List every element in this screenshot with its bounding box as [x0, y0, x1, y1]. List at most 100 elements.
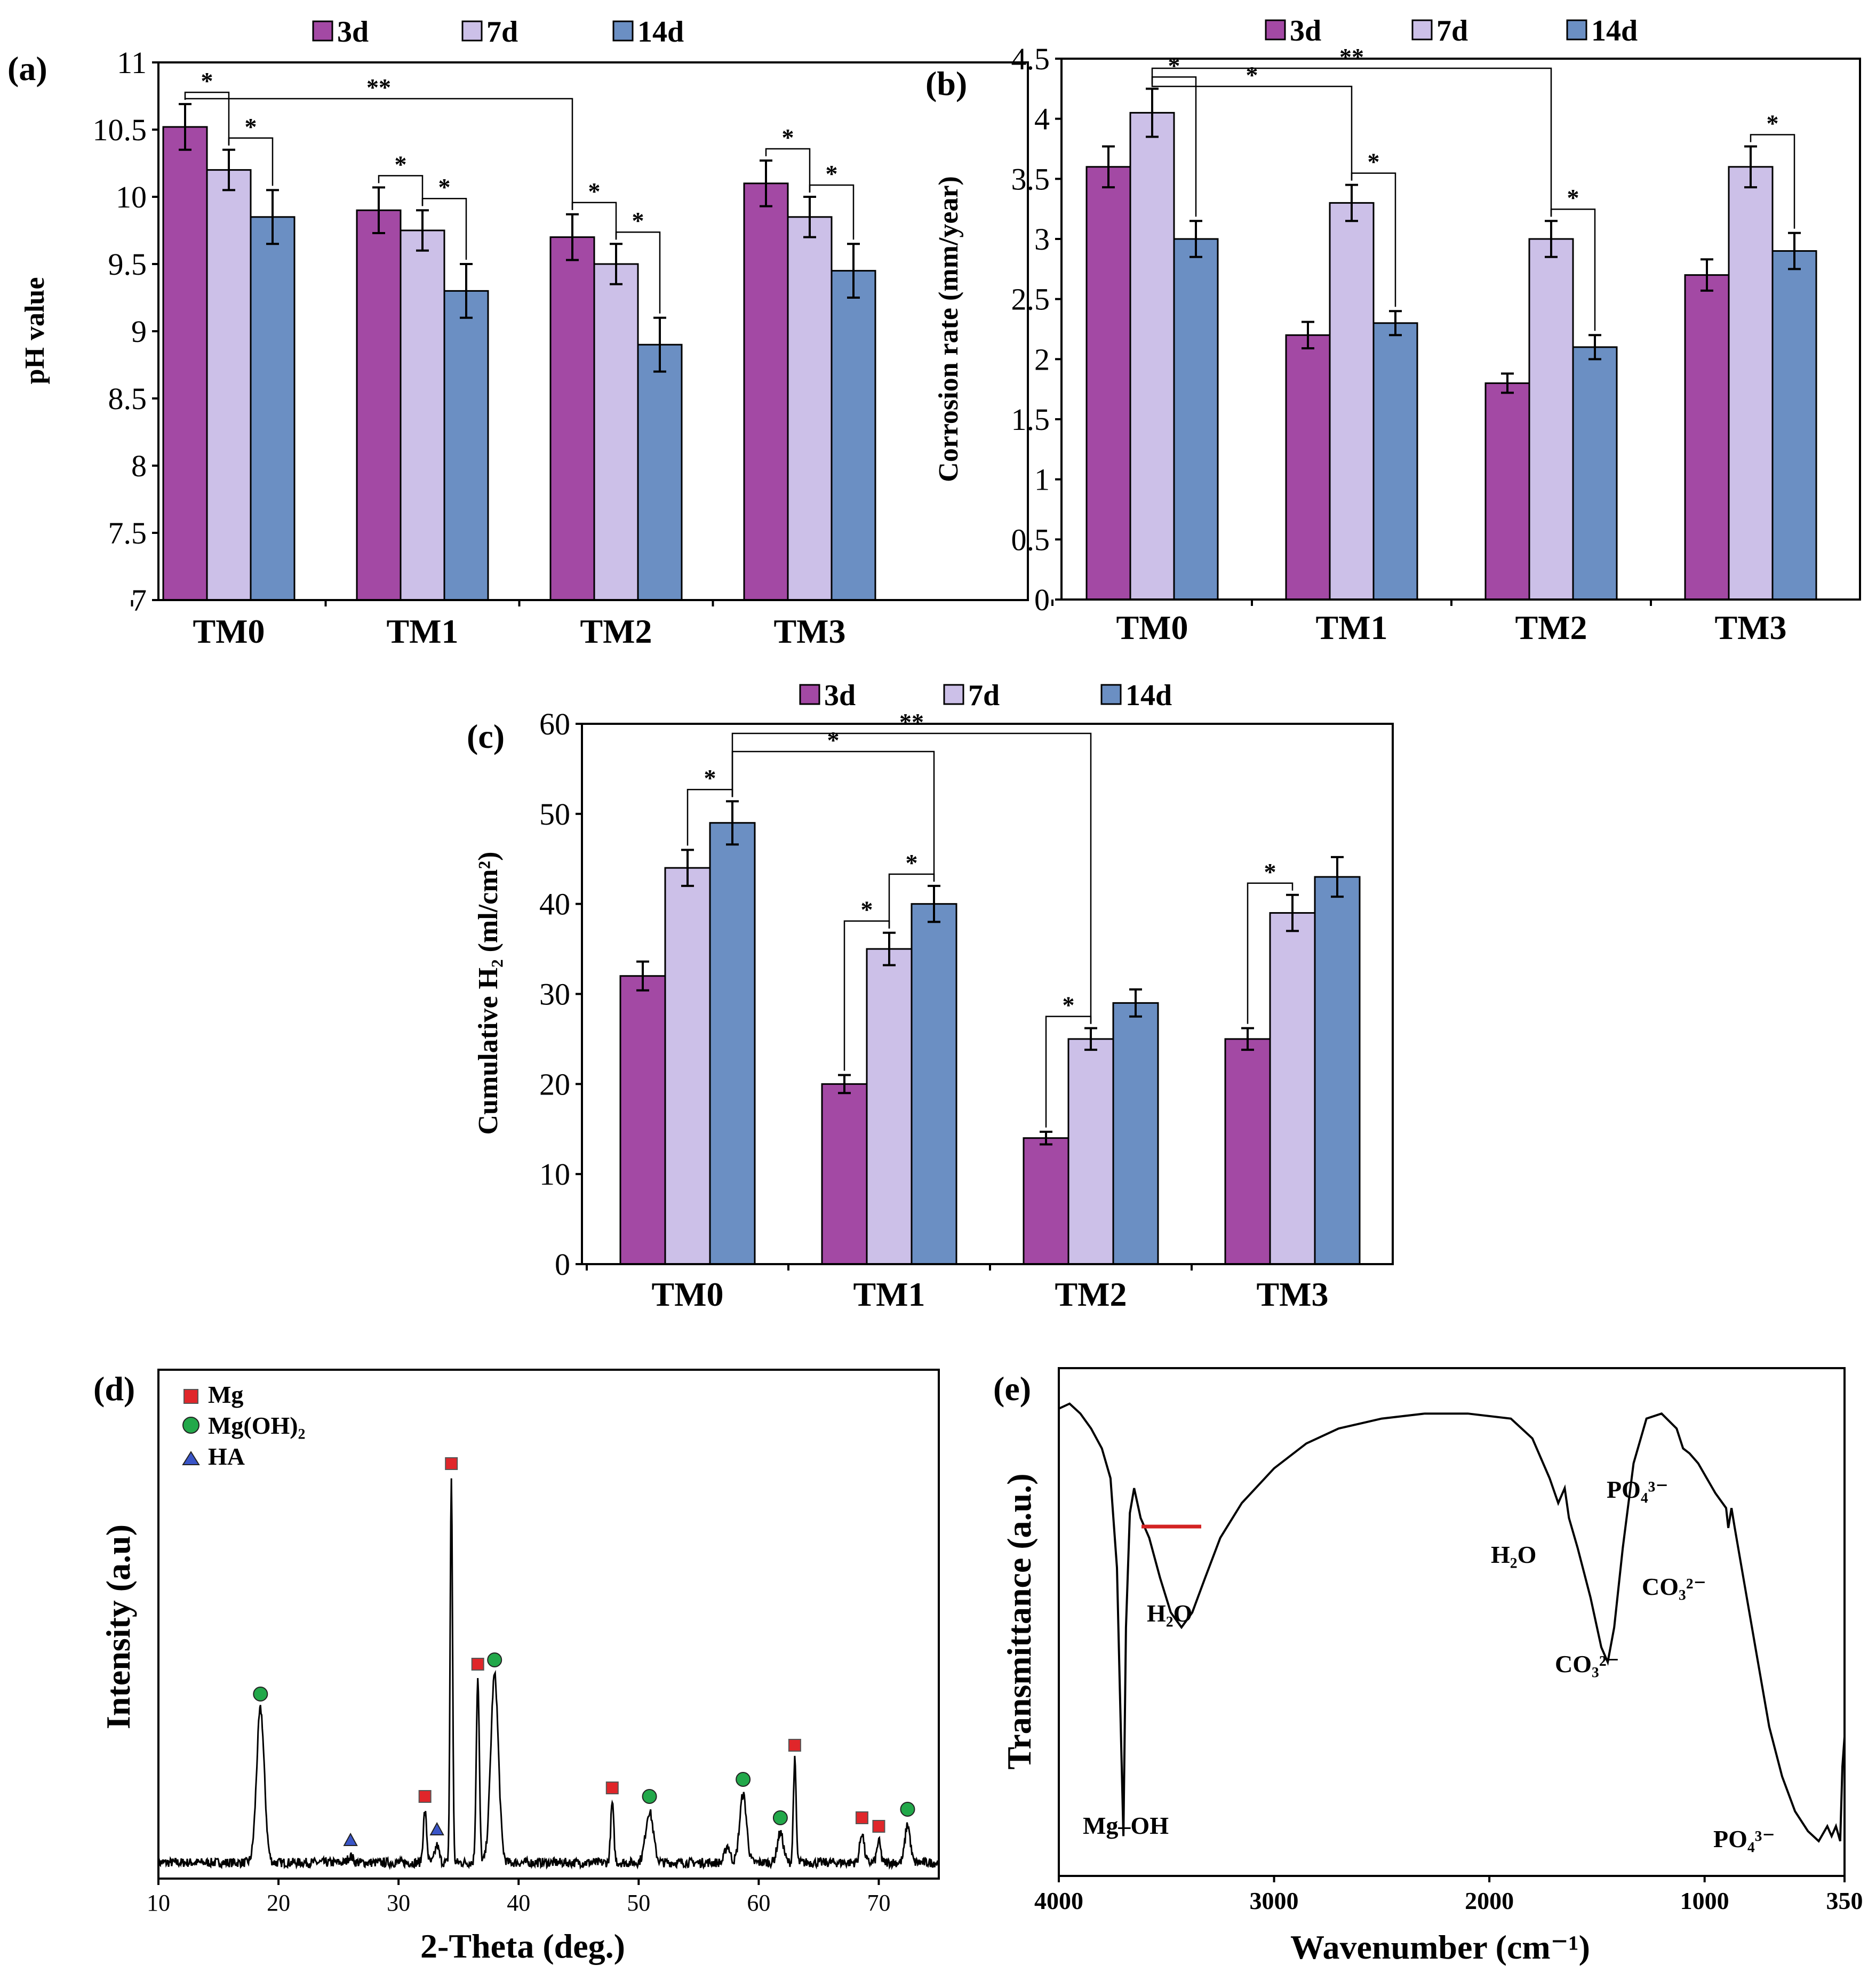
panel-b-label: (b) — [925, 65, 967, 102]
panel-e-ftir-trace — [1058, 1402, 1846, 1843]
bar-7d-TM2 — [1067, 1038, 1114, 1265]
legend-label-3d: 3d — [1290, 14, 1321, 47]
x-tick-label: 1000 — [1680, 1887, 1729, 1914]
legend-label-mg: Mg — [208, 1381, 243, 1408]
panel-d-plot-frame — [157, 1369, 940, 1880]
panel-a-significance: **** ****** — [184, 67, 855, 314]
significance-label: * — [632, 207, 644, 234]
significance-label: * — [1567, 184, 1579, 211]
panel-a-legend: 3d 7d 14d — [312, 15, 684, 49]
y-tick-label: 9 — [131, 314, 147, 349]
category-label: TM1 — [1315, 609, 1387, 646]
panel-b-y-axis-label: Corrosion rate (mm/year) — [933, 176, 964, 482]
panel-b-significance: ******* — [1151, 43, 1795, 331]
significance-label: * — [1264, 858, 1276, 885]
mgoh2-peak-marker — [487, 1652, 502, 1667]
legend-marker-mgoh2 — [182, 1417, 199, 1434]
legend-swatch-3d — [1265, 19, 1286, 41]
panel-e-x-ticks: 4000 3000 2000 1000 350 — [1034, 1876, 1863, 1914]
x-tick-label: 30 — [387, 1890, 410, 1916]
x-tick-label: 60 — [747, 1890, 770, 1916]
mg-peak-marker — [418, 1790, 432, 1803]
bar-7d-TM3 — [1728, 166, 1774, 601]
significance-label: * — [1168, 52, 1180, 79]
annotation-po4-upper: PO₄³⁻ — [1607, 1476, 1669, 1503]
ha-peak-marker — [429, 1822, 444, 1835]
bar-14d-TM0 — [1173, 238, 1219, 601]
significance-bracket — [1151, 67, 1552, 217]
legend-swatch-14d — [1100, 684, 1122, 705]
significance-bracket — [615, 231, 661, 314]
bar-3d-TM0 — [619, 975, 666, 1265]
significance-bracket — [1151, 84, 1353, 181]
bar-3d-TM0 — [1085, 166, 1131, 601]
legend-label-3d: 3d — [337, 15, 369, 49]
category-label: TM2 — [1515, 609, 1587, 646]
mg-peak-marker — [445, 1457, 458, 1470]
bar-7d-TM3 — [787, 216, 833, 601]
y-tick-label: 0 — [555, 1247, 570, 1282]
significance-bracket — [421, 197, 467, 260]
panel-a-y-axis-label: pH value — [20, 277, 50, 385]
y-tick-label: 10 — [539, 1157, 570, 1192]
legend-marker-mg — [183, 1389, 198, 1404]
significance-label: ** — [1339, 43, 1364, 70]
bar-14d-TM1 — [1372, 322, 1418, 601]
panel-d-xrd-trace — [157, 1478, 940, 1871]
bar-3d-TM2 — [1484, 382, 1530, 601]
y-tick-label: 9.5 — [108, 247, 147, 282]
significance-bracket — [1750, 134, 1795, 229]
bar-14d-TM2 — [1112, 1002, 1159, 1265]
panel-a-y-ticks: 7 7.5 8 8.5 9 9.5 10 10.5 11 — [93, 45, 158, 618]
bar-14d-TM3 — [1771, 250, 1817, 601]
panel-e-y-axis-label: Transmittance (a.u.) — [1000, 1473, 1038, 1769]
panel-e-plot-frame — [1058, 1367, 1846, 1877]
significance-bracket — [378, 175, 424, 206]
y-tick-label: 3.5 — [1011, 162, 1050, 196]
panel-c-y-ticks: 0 10 20 30 40 50 60 — [539, 707, 582, 1282]
panel-c-bars — [619, 822, 1361, 1265]
y-tick-label: 0 — [1034, 582, 1050, 617]
category-label: TM2 — [1055, 1275, 1127, 1313]
x-tick-label: 2000 — [1465, 1887, 1514, 1914]
panel-a-error-bars — [179, 103, 860, 373]
panel-c-plot-frame — [581, 723, 1394, 1265]
significance-label: * — [245, 113, 257, 140]
x-tick-label: 3000 — [1250, 1887, 1299, 1914]
significance-label: * — [1063, 992, 1075, 1019]
panel-c-label: (c) — [467, 717, 505, 755]
category-label: TM1 — [853, 1275, 925, 1313]
significance-label: ** — [366, 74, 391, 101]
bar-7d-TM1 — [400, 229, 445, 601]
legend-label-14d: 14d — [1125, 679, 1172, 712]
panel-e-ftir-chart: (e) H₂O Mg–OH H₂O CO₃²⁻ PO₄³⁻ CO₃²⁻ PO₄³… — [993, 1367, 1863, 1966]
x-tick-label: 350 — [1826, 1887, 1863, 1914]
y-tick-label: 7 — [131, 583, 147, 618]
mg-peak-marker — [872, 1820, 885, 1833]
bar-7d-TM1 — [866, 948, 913, 1265]
y-tick-label: 10 — [116, 180, 147, 214]
y-tick-label: 0.5 — [1011, 522, 1050, 557]
significance-label: * — [1246, 61, 1258, 89]
x-tick-label: 50 — [627, 1890, 650, 1916]
y-tick-label: 2 — [1034, 342, 1050, 377]
bar-14d-TM0 — [250, 216, 296, 601]
legend-marker-ha — [182, 1451, 200, 1465]
panel-e-annotations: H₂O Mg–OH H₂O CO₃²⁻ PO₄³⁻ CO₃²⁻ PO₄³⁻ — [1083, 1476, 1775, 1852]
bar-7d-TM1 — [1329, 202, 1375, 601]
bar-7d-TM0 — [1129, 111, 1175, 601]
bar-7d-TM3 — [1269, 912, 1316, 1265]
mgoh2-peak-marker — [253, 1687, 268, 1702]
x-tick-label: 20 — [267, 1890, 290, 1916]
ha-peak-marker — [343, 1832, 358, 1846]
legend-swatch-3d — [799, 684, 820, 705]
significance-label: ** — [899, 708, 924, 736]
annotation-co3-minor: CO₃²⁻ — [1642, 1573, 1706, 1600]
legend-label-3d: 3d — [824, 679, 856, 712]
legend-label-mgoh2: Mg(OH)₂ — [208, 1412, 305, 1439]
mg-peak-marker — [855, 1811, 868, 1824]
bar-14d-TM3 — [1314, 876, 1361, 1265]
category-label: TM1 — [386, 612, 458, 650]
legend-label-7d: 7d — [486, 15, 518, 49]
legend-swatch-7d — [943, 684, 964, 705]
